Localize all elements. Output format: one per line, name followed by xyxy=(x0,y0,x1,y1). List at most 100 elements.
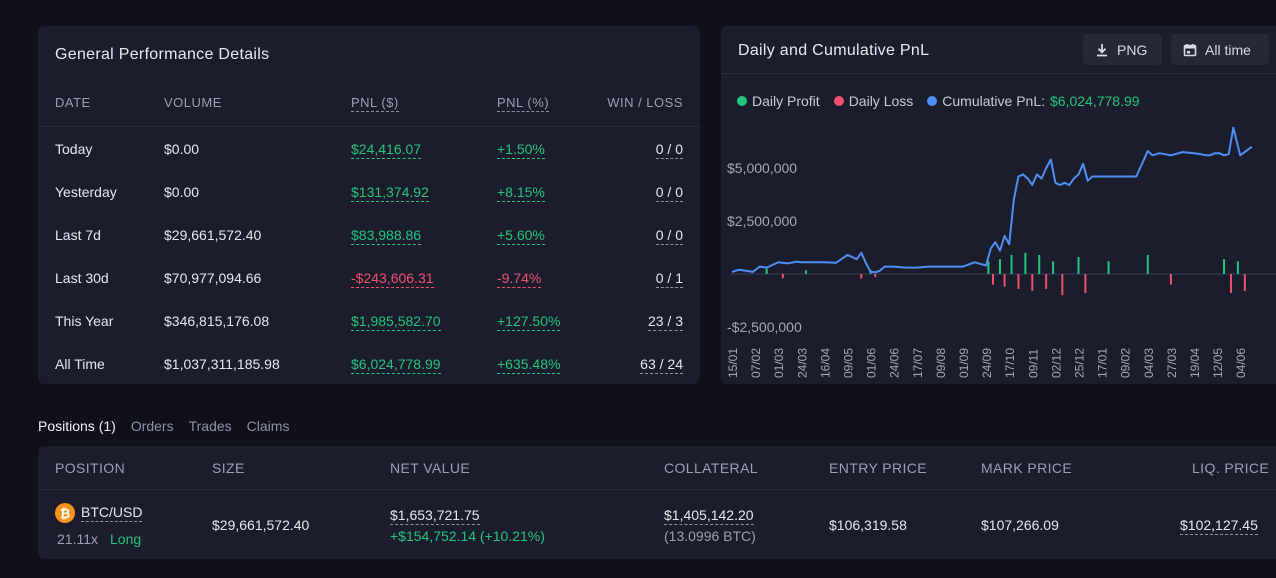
daily-pnl-bar xyxy=(1169,274,1172,285)
position-net-value[interactable]: $1,653,721.75 xyxy=(390,507,480,525)
row-pnl[interactable]: $24,416.07 xyxy=(351,141,422,159)
daily-pnl-bar xyxy=(1061,274,1064,296)
x-tick-label: 07/02 xyxy=(749,348,763,378)
daily-pnl-bar xyxy=(1038,254,1041,274)
daily-pnl-bar xyxy=(781,274,784,279)
legend-profit-label: Daily Profit xyxy=(752,93,820,109)
x-tick-label: 27/03 xyxy=(1165,348,1179,378)
row-win-loss[interactable]: 0 / 0 xyxy=(655,141,683,159)
daily-pnl-bar xyxy=(1052,261,1055,274)
row-pnl-pct[interactable]: -9.74% xyxy=(497,270,542,288)
legend-cumulative-pnl[interactable]: Cumulative PnL: $6,024,778.99 xyxy=(927,93,1140,109)
row-win-loss[interactable]: 0 / 0 xyxy=(655,227,683,245)
tab-trades[interactable]: Trades xyxy=(188,418,232,434)
positions-divider xyxy=(38,489,1276,490)
x-tick-label: 09/11 xyxy=(1026,349,1040,378)
x-tick-label: 09/08 xyxy=(934,348,948,378)
performance-divider xyxy=(38,126,700,127)
row-pnl-pct[interactable]: +8.15% xyxy=(497,184,545,202)
daily-pnl-bar xyxy=(804,270,807,274)
x-tick-label: 04/03 xyxy=(1142,348,1156,378)
tab-orders[interactable]: Orders xyxy=(130,418,174,434)
time-range-button[interactable]: All time xyxy=(1171,34,1269,65)
header-volume: VOLUME xyxy=(164,95,222,110)
x-tick-label: 25/12 xyxy=(1073,348,1087,378)
row-date: Last 30d xyxy=(55,270,109,286)
row-pnl[interactable]: $1,985,582.70 xyxy=(351,313,441,331)
header-size: SIZE xyxy=(212,460,245,476)
x-tick-label: 19/04 xyxy=(1188,348,1202,378)
performance-row: This Year $346,815,176.08 $1,985,582.70 … xyxy=(38,313,700,333)
header-position: POSITION xyxy=(55,460,126,476)
loss-dot-icon xyxy=(833,96,844,106)
row-date: Yesterday xyxy=(55,184,117,200)
row-pnl-pct[interactable]: +1.50% xyxy=(497,141,545,159)
tab-claims[interactable]: Claims xyxy=(246,418,290,434)
daily-pnl-bar xyxy=(1236,261,1239,274)
header-entry-price: ENTRY PRICE xyxy=(829,460,928,476)
position-leverage: 21.11x xyxy=(57,531,98,547)
header-liq-price: LIQ. PRICE xyxy=(1192,460,1270,476)
positions-table: POSITION SIZE NET VALUE COLLATERAL ENTRY… xyxy=(38,446,1276,559)
tab-positions[interactable]: Positions (1) xyxy=(38,418,116,434)
daily-pnl-bar xyxy=(1045,274,1048,289)
position-market[interactable]: BTC/USD xyxy=(81,504,143,522)
row-volume: $70,977,094.66 xyxy=(164,270,262,286)
row-win-loss[interactable]: 0 / 1 xyxy=(655,270,683,288)
daily-pnl-bar xyxy=(1024,252,1027,274)
table-row[interactable]: ₿ BTC/USD 21.11x Long $29,661,572.40 $1,… xyxy=(38,446,1276,559)
daily-pnl-bar xyxy=(765,268,768,274)
row-pnl[interactable]: $131,374.92 xyxy=(351,184,429,202)
legend-daily-loss[interactable]: Daily Loss xyxy=(833,93,914,109)
daily-pnl-bar xyxy=(1003,274,1006,287)
position-entry-price: $106,319.58 xyxy=(829,517,907,533)
row-pnl-pct[interactable]: +127.50% xyxy=(497,313,561,331)
range-label: All time xyxy=(1205,41,1251,58)
position-liq-price[interactable]: $102,127.45 xyxy=(1180,517,1258,535)
performance-row: Yesterday $0.00 $131,374.92 +8.15% 0 / 0 xyxy=(38,184,700,204)
row-pnl-pct[interactable]: +635.48% xyxy=(497,356,561,374)
daily-pnl-bar xyxy=(1084,274,1087,294)
row-pnl[interactable]: $6,024,778.99 xyxy=(351,356,441,374)
x-tick-label: 24/06 xyxy=(888,348,902,378)
daily-pnl-bar xyxy=(998,259,1001,274)
row-win-loss[interactable]: 23 / 3 xyxy=(647,313,683,331)
x-tick-label: 02/12 xyxy=(1049,348,1063,378)
daily-pnl-bar xyxy=(1223,259,1226,274)
row-pnl[interactable]: -$243,606.31 xyxy=(351,270,434,288)
chart-title: Daily and Cumulative PnL xyxy=(738,42,930,59)
position-net-change: +$154,752.14 (+10.21%) xyxy=(390,528,545,544)
row-volume: $1,037,311,185.98 xyxy=(164,356,280,372)
daily-pnl-bar xyxy=(1107,261,1110,274)
performance-row: All Time $1,037,311,185.98 $6,024,778.99… xyxy=(38,356,700,376)
x-tick-label: 24/09 xyxy=(980,348,994,378)
x-tick-label: 17/10 xyxy=(1003,348,1017,378)
row-volume: $346,815,176.08 xyxy=(164,313,270,329)
header-collateral: COLLATERAL xyxy=(664,460,758,476)
header-net-value: NET VALUE xyxy=(390,460,471,476)
legend-loss-label: Daily Loss xyxy=(848,93,914,109)
performance-row: Last 30d $70,977,094.66 -$243,606.31 -9.… xyxy=(38,270,700,290)
header-pnl-usd[interactable]: PNL ($) xyxy=(351,95,399,112)
x-tick-label: 09/05 xyxy=(842,348,856,378)
y-tick-label: $2,500,000 xyxy=(727,213,797,229)
daily-pnl-bar xyxy=(860,274,863,279)
y-tick-label: -$2,500,000 xyxy=(727,319,802,335)
y-tick-label: $5,000,000 xyxy=(727,160,797,176)
header-pnl-pct[interactable]: PNL (%) xyxy=(497,95,550,112)
x-tick-label: 04/06 xyxy=(1234,348,1248,378)
row-pnl[interactable]: $83,988.86 xyxy=(351,227,422,245)
daily-pnl-bar xyxy=(874,274,877,278)
header-date: DATE xyxy=(55,95,91,110)
pnl-chart: $5,000,000 $2,500,000 -$2,500,000 15/01 07/0… xyxy=(726,126,1276,378)
daily-pnl-bar xyxy=(1077,257,1080,274)
row-win-loss[interactable]: 0 / 0 xyxy=(655,184,683,202)
download-png-button[interactable]: PNG xyxy=(1083,34,1162,65)
row-volume: $29,661,572.40 xyxy=(164,227,262,243)
row-win-loss[interactable]: 63 / 24 xyxy=(640,356,683,374)
row-pnl-pct[interactable]: +5.60% xyxy=(497,227,545,245)
position-collateral[interactable]: $1,405,142.20 xyxy=(664,507,754,525)
download-icon xyxy=(1097,43,1107,56)
legend-daily-profit[interactable]: Daily Profit xyxy=(737,93,820,109)
row-date: This Year xyxy=(55,313,114,329)
